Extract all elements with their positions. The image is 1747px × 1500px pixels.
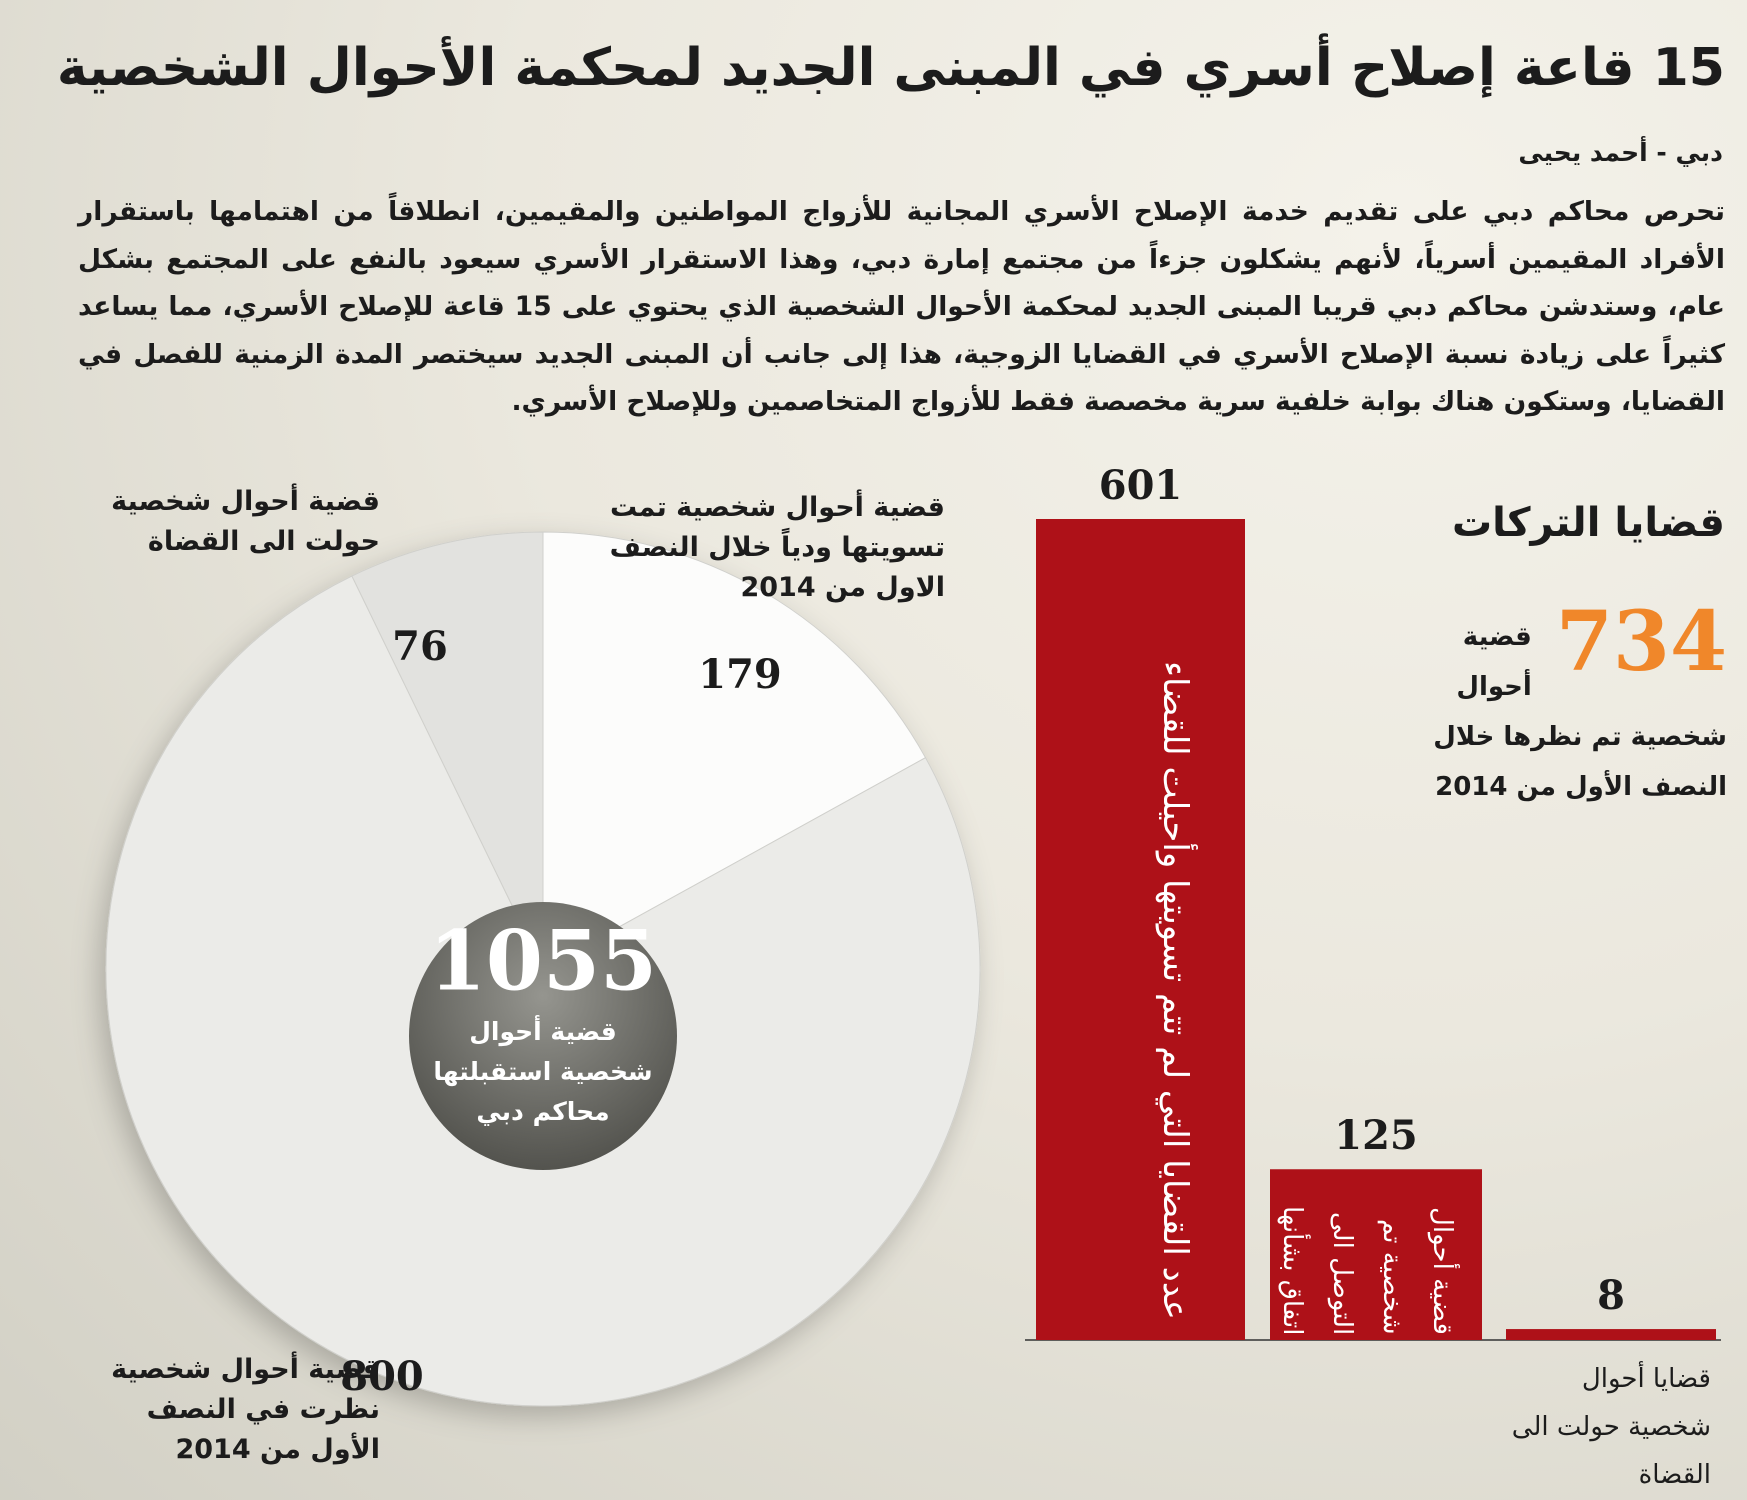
slice-label: قضية أحوال شخصية حولت الى القضاة — [111, 486, 380, 557]
bar-label: عدد القضايا التي لم تتم تسويتها وأحيلت ل… — [1155, 661, 1195, 1320]
bar-title: قضايا التركات — [1451, 500, 1725, 546]
bar — [1036, 519, 1245, 1340]
slice-value: 800 — [340, 1353, 424, 1400]
slice-label: قضية أحوال شخصية نظرت في النصف الأول من … — [111, 1354, 380, 1465]
title: 15 قاعة إصلاح أسري في المبنى الجديد لمحك… — [56, 38, 1725, 98]
bar-value: 8 — [1597, 1272, 1625, 1319]
bar — [1506, 1329, 1716, 1340]
bar-value: 125 — [1334, 1112, 1418, 1159]
total-label: قضية أحوال شخصية تم نظرها خلال النصف الأ… — [1433, 622, 1727, 802]
center-value: 1055 — [429, 913, 657, 1009]
pie-slice — [351, 531, 544, 970]
total-block: 734 قضية أحوال شخصية تم نظرها خلال النصف … — [1397, 594, 1727, 812]
bar-label: قضية أحوال شخصية تم التوصل الى اتفاق بشأ… — [1277, 1205, 1457, 1335]
center-label: قضية أحوال شخصية استقبلتها محاكم دبي — [433, 1017, 653, 1126]
body-text: تحرص محاكم دبي على تقديم خدمة الإصلاح ال… — [78, 196, 1725, 417]
bar-value: 601 — [1099, 462, 1183, 509]
slice-value: 76 — [392, 623, 448, 670]
total-value: 734 — [1555, 594, 1727, 690]
slice-value: 179 — [698, 651, 782, 698]
pie-slice — [542, 531, 927, 970]
slice-label: قضية أحوال شخصية تمت تسويتها ودياً خلال … — [609, 492, 945, 603]
center-circle — [409, 902, 677, 1170]
byline: دبي - أحمد يحيى — [1518, 138, 1723, 167]
bar-label: قضايا أحوال شخصية حولت الى القضاة — [1511, 1364, 1711, 1490]
bar — [1270, 1169, 1482, 1340]
